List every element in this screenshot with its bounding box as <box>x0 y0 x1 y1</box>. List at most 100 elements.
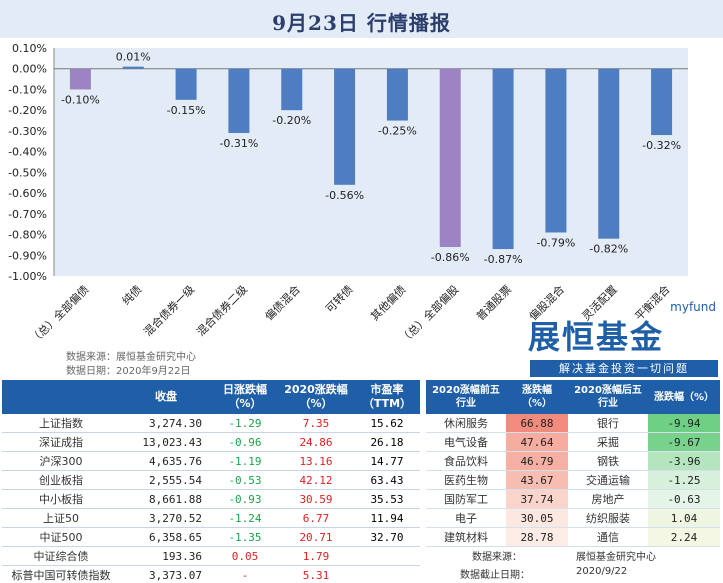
x-tick-label: 可转债 <box>322 282 355 315</box>
pe-ratio: 35.53 <box>354 489 420 509</box>
brand-logo: myfund 展恒基金 解决基金投资一切问题 <box>522 300 722 380</box>
table-row: 深证成指 13,023.43 -0.96 24.86 26.18 <box>2 432 420 452</box>
pe-ratio: 11.94 <box>354 508 420 528</box>
industry-source: 数据来源： 展恒基金研究中心 数据截止日期： 2020/9/22 <box>426 544 720 582</box>
pe-ratio: 32.70 <box>354 527 420 547</box>
industry-table-header: 2020涨幅前五 行业 涨跌幅 （%） 2020涨幅后五 行业 涨跌幅（%） <box>426 380 720 414</box>
ytd-change: 13.16 <box>278 451 354 471</box>
bar <box>175 68 197 100</box>
close-value: 8,661.88 <box>120 489 212 509</box>
y-tick-label: -0.80% <box>8 229 47 242</box>
index-name: 中证500 <box>2 527 120 547</box>
index-table-header: 收盘 日涨跌幅 （%） 2020涨跌幅 （%） 市盈率 （TTM） <box>2 380 420 414</box>
table-row: 中证500 6,358.65 -1.35 20.71 32.70 <box>2 527 420 547</box>
daily-change: -0.93 <box>212 489 278 509</box>
pe-ratio: 14.77 <box>354 451 420 471</box>
top-industry-change: 43.67 <box>506 470 568 490</box>
table-row: 食品饮料 46.79 钢铁 -3.96 <box>426 451 720 471</box>
table-row: 沪深300 4,635.76 -1.19 13.16 14.77 <box>2 451 420 471</box>
top-industry: 电气设备 <box>426 432 506 452</box>
daily-change: 0.05 <box>212 546 278 566</box>
y-tick-label: 0.10% <box>12 42 47 55</box>
index-header-cell <box>2 380 120 414</box>
y-tick-label: -0.20% <box>8 104 47 117</box>
index-name: 标普中国可转债指数 <box>2 565 120 583</box>
table-row: 休闲服务 66.88 银行 -9.94 <box>426 414 720 433</box>
bottom-industry: 纺织服装 <box>568 508 648 528</box>
top-industry: 建筑材料 <box>426 527 506 547</box>
pe-ratio: 26.18 <box>354 432 420 452</box>
table-row: 创业板指 2,555.54 -0.53 42.12 63.43 <box>2 470 420 490</box>
data-label: -0.79% <box>536 236 575 249</box>
bar <box>598 68 620 239</box>
ytd-change: 20.71 <box>278 527 354 547</box>
index-name: 上证指数 <box>2 414 120 433</box>
industry-header-cell: 涨跌幅（%） <box>506 380 568 414</box>
data-label: -0.56% <box>325 189 364 202</box>
daily-change: -1.19 <box>212 451 278 471</box>
table-row: 国防军工 37.74 房地产 -0.63 <box>426 489 720 509</box>
bottom-industry: 通信 <box>568 527 648 547</box>
source-note: 数据来源：展恒基金研究中心 <box>66 352 196 363</box>
industry-header-cell: 涨跌幅（%） <box>648 380 720 414</box>
daily-change: -0.96 <box>212 432 278 452</box>
industry-source-label: 数据来源： <box>472 552 522 563</box>
close-value: 3,270.52 <box>120 508 212 528</box>
data-label: -0.20% <box>272 114 311 127</box>
y-tick-label: -0.60% <box>8 187 47 200</box>
top-industry-change: 66.88 <box>506 414 568 433</box>
bar <box>122 66 144 69</box>
top-industry-change: 37.74 <box>506 489 568 509</box>
data-label: -0.86% <box>431 251 470 264</box>
bottom-industry-change: -9.67 <box>648 432 720 452</box>
index-name: 中小板指 <box>2 489 120 509</box>
x-tick-label: 偏债混合 <box>262 282 303 323</box>
ytd-change: 7.35 <box>278 414 354 433</box>
index-header-cell: 市盈率 （TTM） <box>354 380 420 414</box>
ytd-change: 6.77 <box>278 508 354 528</box>
table-row: 上证指数 3,274.30 -1.29 7.35 15.62 <box>2 414 420 433</box>
bar-chart: 0.10% 0.00% -0.10% -0.20% -0.30% -0.40% -0.50%… <box>8 42 688 347</box>
logo-chinese: 展恒基金 <box>528 318 665 356</box>
plot-area <box>54 48 688 276</box>
x-tick-label: 纯债 <box>119 282 144 307</box>
page-title: 9月23日 行情播报 <box>272 11 451 35</box>
bottom-industry-change: -1.25 <box>648 470 720 490</box>
close-value: 13,023.43 <box>120 432 212 452</box>
table-row: 中小板指 8,661.88 -0.93 30.59 35.53 <box>2 489 420 509</box>
industry-date-label: 数据截止日期： <box>460 570 530 581</box>
top-industry-change: 46.79 <box>506 451 568 471</box>
index-name: 中证综合债 <box>2 546 120 566</box>
data-label: -0.10% <box>61 93 100 106</box>
index-header-cell: 2020涨跌幅 （%） <box>278 380 354 414</box>
close-value: 6,358.65 <box>120 527 212 547</box>
index-name: 深证成指 <box>2 432 120 452</box>
index-table-body: 上证指数 3,274.30 -1.29 7.35 15.62 深证成指 13,023.43-… <box>2 414 420 583</box>
daily-change: -1.29 <box>212 414 278 433</box>
bottom-industry-change: -3.96 <box>648 451 720 471</box>
industry-table: 2020涨幅前五 行业 涨跌幅 （%） 2020涨幅后五 行业 涨跌幅（%） 休闲服务 66.… <box>426 380 720 547</box>
index-table: 收盘 日涨跌幅 （%） 2020涨跌幅 （%） 市盈率 （TTM） 上证指数 3,274.30… <box>2 380 420 583</box>
y-tick-label: -1.00% <box>8 270 47 283</box>
bar <box>386 68 408 121</box>
bar <box>492 68 514 250</box>
industry-date-value: 2020/9/22 <box>576 566 628 577</box>
table-row: 建筑材料 28.78 通信 2.24 <box>426 527 720 547</box>
top-industry: 医药生物 <box>426 470 506 490</box>
data-label: -0.82% <box>589 243 628 256</box>
bar <box>651 68 673 136</box>
top-industry: 休闲服务 <box>426 414 506 433</box>
table-row: 电气设备 47.64 采掘 -9.67 <box>426 432 720 452</box>
x-tick-label: 其他偏债 <box>368 282 409 323</box>
index-name: 沪深300 <box>2 451 120 471</box>
bottom-industry-change: 1.04 <box>648 508 720 528</box>
top-industry: 国防军工 <box>426 489 506 509</box>
table-row: 上证50 3,270.52 -1.24 6.77 11.94 <box>2 508 420 528</box>
pe-ratio <box>354 565 420 583</box>
bottom-industry: 交通运输 <box>568 470 648 490</box>
close-value: 2,555.54 <box>120 470 212 490</box>
top-industry-change: 28.78 <box>506 527 568 547</box>
x-tick-label: 普通股票 <box>473 282 514 323</box>
index-name: 创业板指 <box>2 470 120 490</box>
table-row: 医药生物 43.67 交通运输 -1.25 <box>426 470 720 490</box>
